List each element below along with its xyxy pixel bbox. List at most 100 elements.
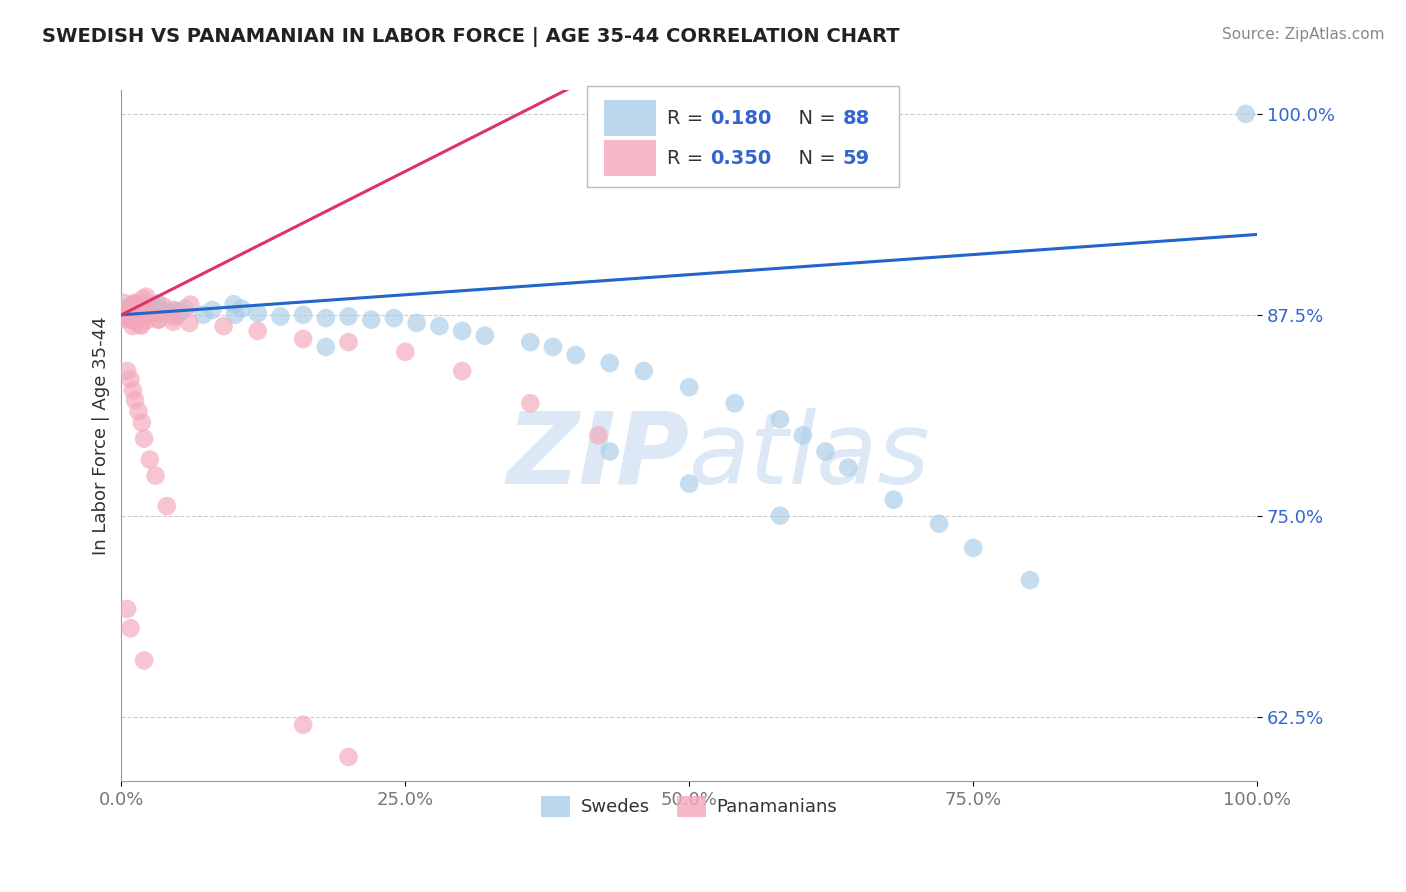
Point: [129, 300, 152, 314]
Point: [120, 304, 142, 318]
Point: [1234, 107, 1257, 121]
Point: [519, 396, 541, 410]
Legend: Swedes, Panamanians: Swedes, Panamanians: [534, 789, 845, 824]
Point: [115, 307, 138, 321]
Text: ZIP: ZIP: [506, 408, 689, 505]
Point: [519, 335, 541, 350]
Point: [134, 301, 156, 316]
Point: [148, 302, 170, 317]
Point: [124, 298, 146, 312]
Text: 0.180: 0.180: [710, 109, 770, 128]
Point: [337, 310, 360, 324]
Point: [115, 364, 138, 378]
Point: [212, 319, 235, 334]
Point: [124, 301, 146, 316]
Point: [135, 313, 157, 327]
Point: [129, 318, 152, 333]
Point: [121, 305, 143, 319]
Point: [179, 297, 201, 311]
Point: [132, 304, 155, 318]
FancyBboxPatch shape: [605, 100, 657, 136]
Point: [127, 303, 149, 318]
Point: [131, 416, 153, 430]
Point: [131, 299, 153, 313]
Point: [146, 313, 169, 327]
Point: [769, 508, 792, 523]
Point: [382, 311, 405, 326]
Point: [541, 340, 564, 354]
Point: [152, 299, 174, 313]
Text: 59: 59: [842, 149, 870, 168]
Point: [132, 296, 155, 310]
Point: [1019, 573, 1042, 587]
Point: [121, 297, 143, 311]
Text: 0.350: 0.350: [710, 149, 770, 168]
Point: [122, 302, 145, 317]
Point: [115, 602, 138, 616]
Point: [315, 311, 337, 326]
Point: [292, 308, 315, 322]
Point: [112, 304, 135, 318]
Point: [132, 299, 155, 313]
Point: [122, 301, 145, 315]
Point: [122, 302, 145, 317]
Point: [112, 312, 135, 326]
Point: [118, 301, 141, 315]
Point: [146, 306, 169, 320]
Point: [292, 332, 315, 346]
Point: [120, 309, 142, 323]
Point: [121, 310, 143, 324]
Text: 88: 88: [842, 109, 870, 128]
Point: [201, 303, 224, 318]
Point: [394, 344, 416, 359]
Point: [156, 499, 179, 513]
Point: [128, 318, 150, 332]
Point: [337, 335, 360, 350]
Point: [474, 328, 496, 343]
Point: [114, 308, 136, 322]
Text: SWEDISH VS PANAMANIAN IN LABOR FORCE | AGE 35-44 CORRELATION CHART: SWEDISH VS PANAMANIAN IN LABOR FORCE | A…: [42, 27, 900, 46]
Point: [127, 298, 149, 312]
Point: [837, 460, 859, 475]
Point: [134, 432, 156, 446]
Point: [112, 305, 135, 319]
Point: [246, 324, 269, 338]
Point: [165, 303, 187, 318]
Point: [588, 428, 610, 442]
Point: [162, 315, 184, 329]
Point: [231, 301, 253, 316]
Text: R =: R =: [666, 109, 709, 128]
Point: [148, 303, 170, 318]
Point: [125, 302, 148, 317]
Point: [115, 302, 138, 317]
Point: [678, 380, 700, 394]
Point: [134, 307, 156, 321]
Point: [127, 306, 149, 320]
Point: [124, 392, 146, 407]
Y-axis label: In Labor Force | Age 35-44: In Labor Force | Age 35-44: [93, 316, 110, 555]
Point: [127, 404, 149, 418]
Point: [134, 300, 156, 314]
Point: [179, 316, 201, 330]
Point: [724, 396, 747, 410]
Point: [124, 306, 146, 320]
Point: [127, 301, 149, 316]
Point: [125, 306, 148, 320]
Point: [222, 297, 245, 311]
Point: [125, 301, 148, 316]
Point: [814, 444, 837, 458]
Point: [146, 296, 169, 310]
Point: [138, 302, 160, 317]
Point: [118, 305, 141, 319]
Point: [148, 312, 170, 326]
FancyBboxPatch shape: [588, 87, 900, 186]
Point: [599, 444, 621, 458]
Text: R =: R =: [666, 149, 709, 168]
Point: [120, 312, 142, 326]
Point: [134, 300, 156, 314]
Point: [139, 300, 162, 314]
Point: [928, 516, 950, 531]
Point: [112, 303, 135, 318]
Point: [315, 340, 337, 354]
Point: [120, 621, 142, 635]
